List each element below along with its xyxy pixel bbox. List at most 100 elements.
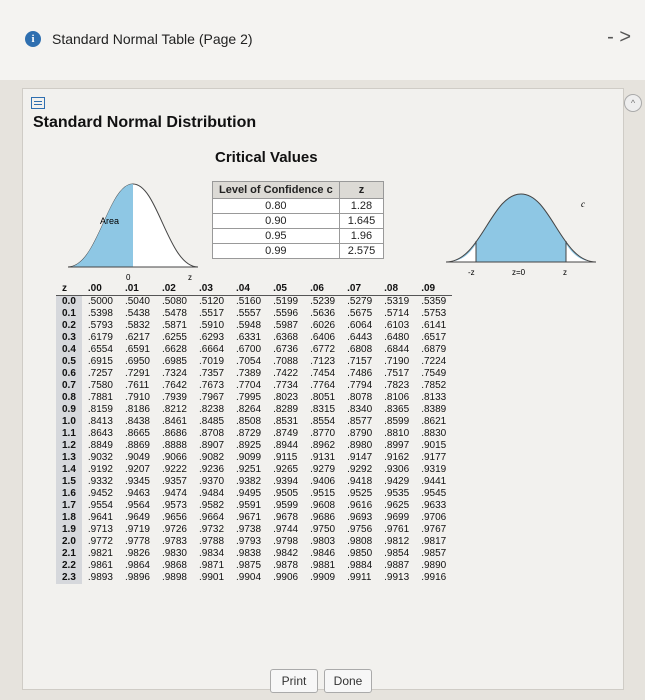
ztable-value-cell: .7580 (87, 380, 113, 391)
ztable-value-cell: .8159 (87, 404, 113, 415)
content-panel: Standard Normal Distribution Critical Va… (22, 88, 624, 693)
ztable-value-cell: .9750 (310, 524, 336, 535)
ztable-value-cell: .9192 (87, 464, 113, 475)
ztable-value-cell: .9898 (161, 572, 187, 583)
ztable-value-cell: .8790 (347, 428, 373, 439)
ztable-value-cell: .8708 (199, 428, 225, 439)
minimize-button[interactable]: - (607, 26, 614, 48)
ztable-value-cell: .9726 (161, 524, 187, 535)
ztable-value-cell: .9793 (236, 536, 262, 547)
ztable-value-cell: .7910 (124, 392, 150, 403)
scroll-up-button[interactable]: ^ (624, 94, 642, 112)
ztable-value-cell: .8749 (273, 428, 299, 439)
ztable-row: 0.0 .5000 .5040 .5080 .5120 .5160 .5199 .5239 .5… (56, 295, 452, 308)
ztable-value-cell: .7224 (421, 356, 447, 367)
ztable-value-cell: .9649 (124, 512, 150, 523)
ztable-value-cell: .5793 (87, 320, 113, 331)
ztable-value-cell: .6700 (236, 344, 262, 355)
ztable-value-cell: .9474 (161, 488, 187, 499)
ztable-value-cell: .9699 (384, 512, 410, 523)
ztable-row: 0.8 .7881 .7910 .7939 .7967 .7995 .8023 .8051 .8… (56, 392, 452, 404)
ztable-value-cell: .9406 (310, 476, 336, 487)
ztable-value-cell: .6255 (161, 332, 187, 343)
ztable-value-cell: .9826 (124, 548, 150, 559)
ztable-value-cell: .6217 (124, 332, 150, 343)
ztable-value-cell: .6368 (273, 332, 299, 343)
ztable-value-cell: .9868 (161, 560, 187, 571)
ztable-value-cell: .9525 (347, 488, 373, 499)
ztable-value-cell: .9382 (236, 476, 262, 487)
ztable-value-cell: .9265 (273, 464, 299, 475)
ztable-value-cell: .9678 (273, 512, 299, 523)
ztable-row: 0.6 .7257 .7291 .7324 .7357 .7389 .7422 .7454 .7… (56, 368, 452, 380)
ztable-row: 1.1 .8643 .8665 .8686 .8708 .8729 .8749 .8770 .8… (56, 428, 452, 440)
ztable-value-cell: .9854 (384, 548, 410, 559)
ztable-value-cell: .9671 (236, 512, 262, 523)
ztable-value-cell: .6591 (124, 344, 150, 355)
print-button[interactable]: Print (270, 669, 318, 693)
ztable-z-cell: 1.6 (56, 488, 82, 500)
ztable-value-cell: .6026 (310, 320, 336, 331)
ztable-z-cell: 1.2 (56, 440, 82, 452)
ztable-value-cell: .7549 (421, 368, 447, 379)
done-button[interactable]: Done (324, 669, 372, 693)
ztable-z-cell: 0.2 (56, 320, 82, 332)
ztable-z-cell: 1.1 (56, 428, 82, 440)
ztable-row: 2.0 .9772 .9778 .9783 .9788 .9793 .9798 .9803 .9… (56, 536, 452, 548)
ztable-value-cell: .9890 (421, 560, 447, 571)
expand-button[interactable]: > (619, 26, 631, 48)
ztable-value-cell: .9394 (273, 476, 299, 487)
ztable-row: 2.2 .9861 .9864 .9868 .9871 .9875 .9878 .9881 .9… (56, 560, 452, 572)
ztable-row: 0.3 .6179 .6217 .6255 .6293 .6331 .6368 .6406 .6… (56, 332, 452, 344)
ztable-column-header: .04 (230, 282, 268, 296)
ztable-value-cell: .6064 (347, 320, 373, 331)
ztable-value-cell: .9608 (310, 500, 336, 511)
ztable-value-cell: .9834 (199, 548, 225, 559)
ztable-value-cell: .8643 (87, 428, 113, 439)
window-controls[interactable]: - > (607, 26, 631, 49)
ztable-value-cell: .9115 (273, 452, 298, 463)
ztable-value-cell: .6443 (347, 332, 373, 343)
ztable-column-header: .07 (341, 282, 379, 296)
ztable-value-cell: .7454 (310, 368, 336, 379)
ztable-value-cell: .9719 (124, 524, 150, 535)
ztable-row: 2.1 .9821 .9826 .9830 .9834 .9838 .9842 .9846 .9… (56, 548, 452, 560)
ztable-value-cell: .9906 (273, 572, 299, 583)
ztable-value-cell: .9633 (421, 500, 447, 511)
ztable-value-cell: .9207 (124, 464, 150, 475)
ztable-value-cell: .9893 (87, 572, 113, 583)
ztable-z-cell: 2.2 (56, 560, 82, 572)
cv-row: 0.80 1.28 (212, 198, 385, 214)
ztable-value-cell: .8186 (124, 404, 150, 415)
ztable-value-cell: .8340 (347, 404, 373, 415)
ztable-value-cell: .7486 (347, 368, 373, 379)
ztable-row: 0.5 .6915 .6950 .6985 .7019 .7054 .7088 .7123 .7… (56, 356, 452, 368)
ztable-value-cell: .9686 (310, 512, 336, 523)
ztable-value-cell: .6480 (384, 332, 410, 343)
ztable-row: 1.9 .9713 .9719 .9726 .9732 .9738 .9744 .9750 .9… (56, 524, 452, 536)
ztable-row: 0.4 .6554 .6591 .6628 .6664 .6700 .6736 .6772 .6… (56, 344, 452, 356)
ztable-value-cell: .8621 (421, 416, 447, 427)
critical-values-heading: Critical Values (215, 149, 318, 166)
ztable-value-cell: .6554 (87, 344, 113, 355)
ztable-value-cell: .5596 (273, 308, 299, 319)
ztable-value-cell: .9222 (161, 464, 187, 475)
ztable-value-cell: .9664 (199, 512, 225, 523)
ztable-value-cell: .5279 (347, 296, 373, 307)
left-z-label: z (188, 273, 192, 282)
ztable-value-cell: .9332 (87, 476, 113, 487)
neg-z-label: -z (468, 268, 475, 277)
ztable-value-cell: .8238 (199, 404, 225, 415)
cv-row: 0.99 2.575 (212, 243, 385, 259)
ztable-value-cell: .9756 (347, 524, 373, 535)
cv-z-cell: 1.645 (338, 213, 385, 229)
ztable-value-cell: .9616 (347, 500, 373, 511)
page-heading: Standard Normal Distribution (33, 114, 257, 131)
ztable-column-header: .02 (155, 282, 193, 296)
ztable-value-cell: .9429 (384, 476, 410, 487)
ztable-value-cell: .7389 (236, 368, 262, 379)
ztable-value-cell: .9131 (310, 452, 336, 463)
ztable-value-cell: .9881 (310, 560, 336, 571)
ztable-row: 1.5 .9332 .9345 .9357 .9370 .9382 .9394 .9406 .9… (56, 476, 452, 488)
ztable-z-cell: 1.3 (56, 452, 82, 464)
